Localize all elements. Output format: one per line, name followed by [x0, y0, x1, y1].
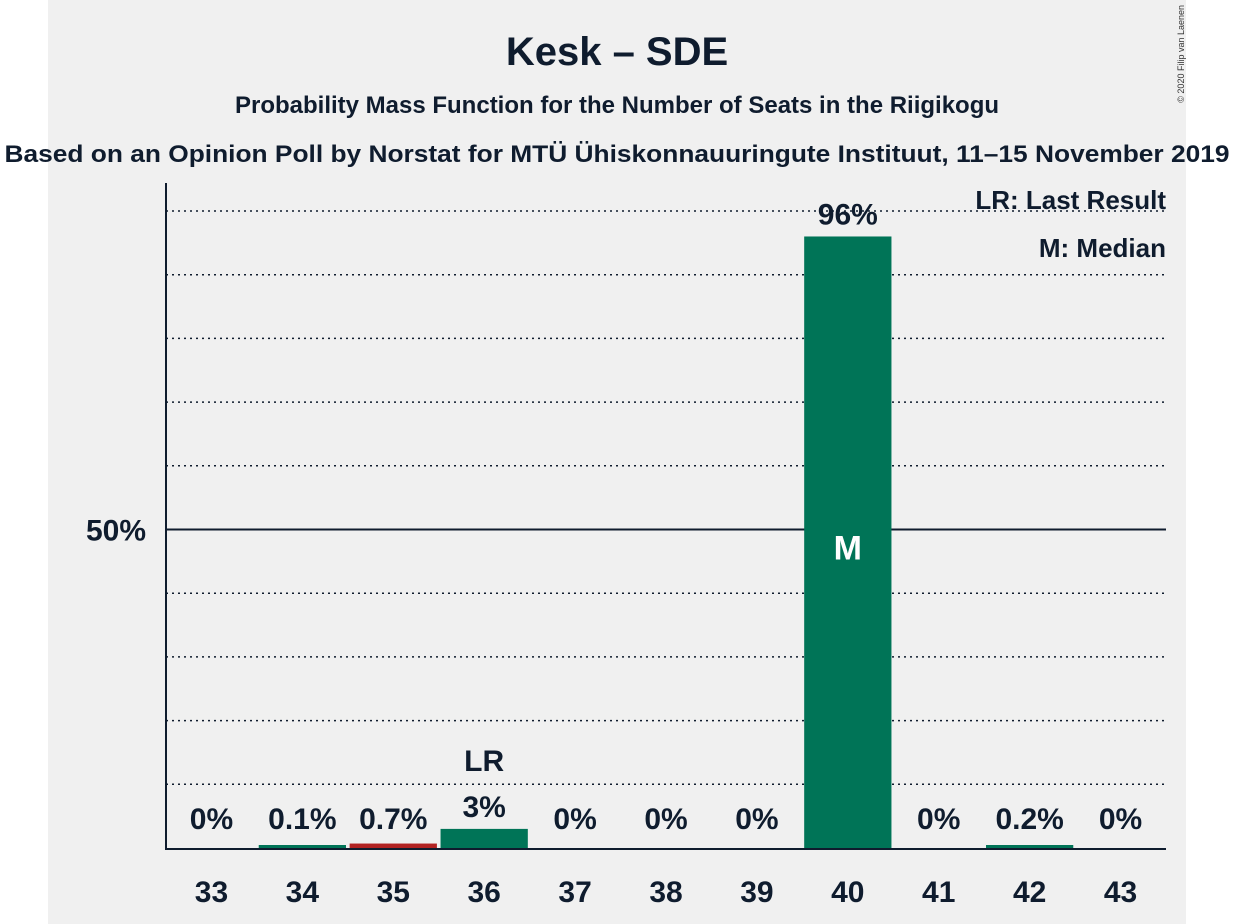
bars [258, 236, 1074, 849]
value-label: 0% [735, 803, 778, 836]
value-label: 96% [818, 198, 878, 231]
legend-last-result: LR: Last Result [975, 185, 1166, 215]
x-tick-label: 37 [558, 876, 591, 909]
x-tick-label: 34 [286, 876, 320, 909]
x-tick-label: 35 [377, 876, 410, 909]
chart-title: Kesk – SDE [506, 30, 728, 74]
x-tick-label: 41 [922, 876, 955, 909]
value-label: 0.2% [995, 803, 1063, 836]
value-label: 0% [1099, 803, 1142, 836]
x-tick-label: 33 [195, 876, 228, 909]
gridlines [166, 210, 1166, 786]
x-tick-label: 43 [1104, 876, 1137, 909]
chart-subtitle-poll: Based on an Opinion Poll by Norstat for … [5, 141, 1230, 168]
median-marker: M [834, 530, 862, 568]
x-tick-label: 40 [831, 876, 864, 909]
copyright-text: © 2020 Filip van Laenen [1176, 5, 1186, 103]
bar-36 [440, 828, 528, 848]
chart-subtitle: Probability Mass Function for the Number… [235, 92, 999, 119]
x-tick-label: 38 [649, 876, 682, 909]
value-label: 3% [463, 791, 506, 824]
plot-background [48, 0, 1186, 924]
value-label: 0% [553, 803, 596, 836]
value-label: 0% [190, 803, 233, 836]
last-result-marker: LR [464, 745, 504, 778]
legend-median: M: Median [1039, 233, 1166, 263]
value-label: 0% [917, 803, 960, 836]
x-tick-label: 42 [1013, 876, 1046, 909]
value-label: 0% [644, 803, 687, 836]
value-label: 0.1% [268, 803, 336, 836]
bar-34 [258, 845, 346, 848]
y-tick-label: 50% [86, 515, 146, 548]
labels: 50% 33 0% 34 0.1% 35 0.7% 36 3% LR 37 0% 38 0% 39 0% 40 9… [86, 198, 1142, 909]
x-tick-label: 36 [467, 876, 500, 909]
bar-42 [986, 845, 1074, 848]
bar-35 [349, 843, 437, 848]
x-tick-label: 39 [740, 876, 773, 909]
bar-40 [804, 236, 892, 849]
value-label: 0.7% [359, 803, 427, 836]
